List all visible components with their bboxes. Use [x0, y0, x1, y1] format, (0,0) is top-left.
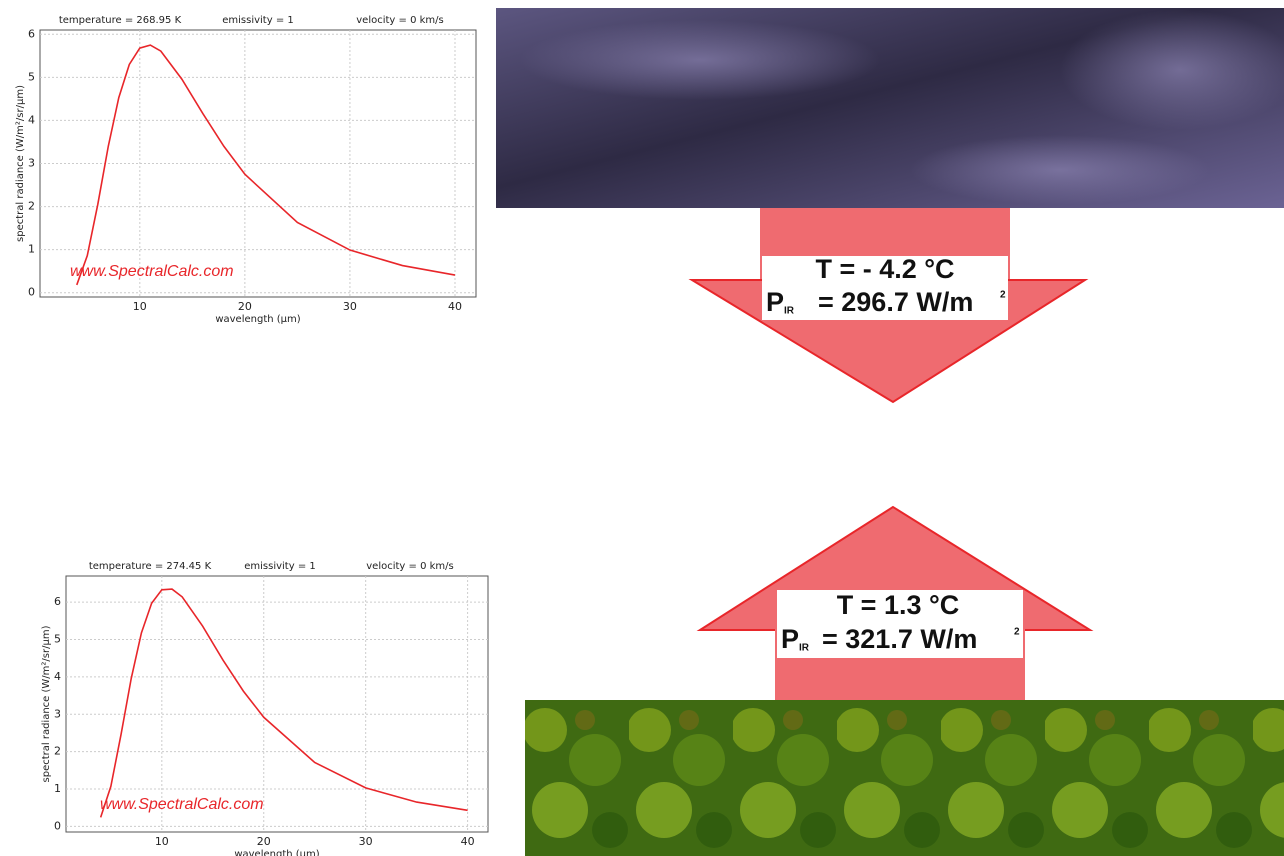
x-tick-label: 30: [359, 835, 373, 848]
power-superscript: 2: [1000, 290, 1006, 301]
down-arrow: T = - 4.2 °C P IR = 296.7 W/m 2: [692, 208, 1085, 402]
y-tick-label: 0: [28, 286, 35, 299]
y-tick-label: 2: [54, 745, 61, 758]
plot-frame: [66, 576, 488, 832]
chart-header: emissivity = 1: [244, 561, 316, 572]
up-arrow: T = 1.3 °C P IR = 321.7 W/m 2: [700, 507, 1090, 700]
arrow-temperature: T = 1.3 °C: [837, 590, 960, 620]
y-tick-label: 0: [54, 819, 61, 832]
chart-header: velocity = 0 km/s: [366, 561, 453, 572]
chart-header: emissivity = 1: [222, 15, 294, 26]
power-symbol: P: [781, 624, 799, 654]
sky-photo: [496, 8, 1284, 208]
x-axis-label: wavelength (µm): [215, 314, 300, 325]
arrow-temperature: T = - 4.2 °C: [815, 254, 954, 284]
y-tick-label: 5: [28, 70, 35, 83]
power-subscript: IR: [784, 306, 795, 317]
slide: T = - 4.2 °C P IR = 296.7 W/m 2 T = 1.3 …: [0, 0, 1284, 856]
power-value: = 296.7 W/m: [818, 287, 973, 317]
grass-photo: [525, 700, 1284, 856]
watermark: www.SpectralCalc.com: [70, 263, 234, 280]
chart-header: velocity = 0 km/s: [356, 15, 443, 26]
power-value: = 321.7 W/m: [822, 624, 977, 654]
y-tick-label: 6: [54, 595, 61, 608]
y-tick-label: 3: [54, 707, 61, 720]
x-tick-label: 30: [343, 300, 357, 313]
y-axis-label: spectral radiance (W/m²/sr/µm): [41, 625, 52, 782]
x-tick-label: 20: [238, 300, 252, 313]
power-superscript: 2: [1014, 627, 1020, 638]
y-tick-label: 4: [28, 113, 35, 126]
y-axis-label: spectral radiance (W/m²/sr/µm): [15, 85, 26, 242]
x-tick-label: 10: [133, 300, 147, 313]
watermark: www.SpectralCalc.com: [100, 796, 264, 813]
chart-header: temperature = 268.95 K: [59, 15, 182, 26]
x-tick-label: 40: [461, 835, 475, 848]
y-tick-label: 6: [28, 27, 35, 40]
x-tick-label: 20: [257, 835, 271, 848]
x-tick-label: 10: [155, 835, 169, 848]
y-tick-label: 1: [54, 782, 61, 795]
y-tick-label: 5: [54, 633, 61, 646]
x-tick-label: 40: [448, 300, 462, 313]
y-tick-label: 4: [54, 670, 61, 683]
y-tick-label: 2: [28, 200, 35, 213]
power-symbol: P: [766, 287, 784, 317]
y-tick-label: 3: [28, 157, 35, 170]
power-subscript: IR: [799, 643, 810, 654]
chart-header: temperature = 274.45 K: [89, 561, 212, 572]
x-axis-label: wavelength (µm): [234, 849, 319, 856]
y-tick-label: 1: [28, 243, 35, 256]
